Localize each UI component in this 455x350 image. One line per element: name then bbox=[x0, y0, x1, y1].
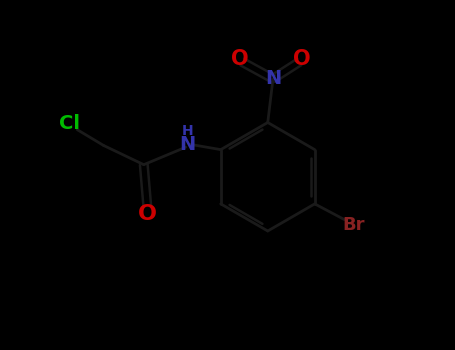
Text: O: O bbox=[231, 49, 248, 69]
Text: H: H bbox=[182, 124, 193, 138]
Text: N: N bbox=[179, 135, 196, 154]
Text: N: N bbox=[265, 69, 281, 88]
Text: Br: Br bbox=[342, 216, 364, 234]
Text: Cl: Cl bbox=[59, 114, 80, 133]
Text: O: O bbox=[293, 49, 310, 69]
Text: O: O bbox=[138, 204, 157, 224]
